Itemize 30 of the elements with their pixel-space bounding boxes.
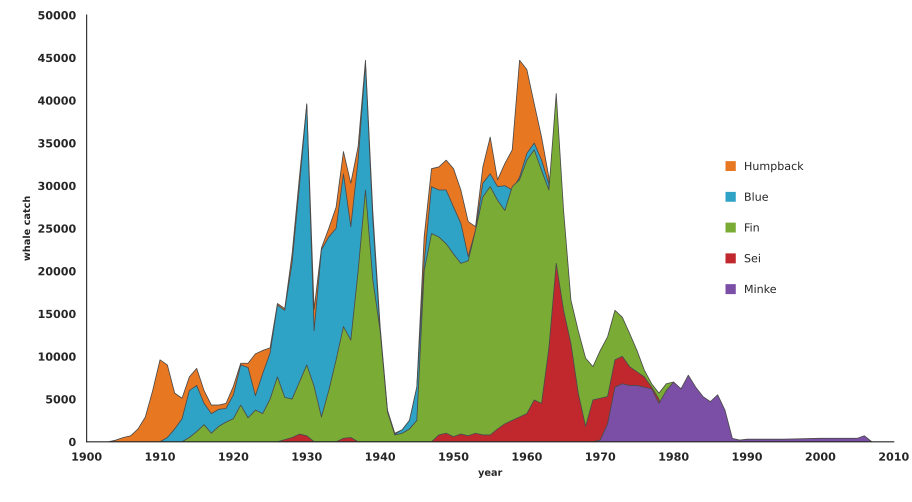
x-tick-label: 1990	[732, 452, 762, 461]
legend-label: Sei	[744, 254, 760, 262]
x-tick-label: 1980	[659, 452, 689, 461]
x-tick-label: 1970	[586, 452, 616, 461]
y-tick-label: 20000	[38, 267, 76, 276]
y-tick-label: 30000	[38, 182, 76, 190]
y-tick-label: 40000	[38, 96, 76, 105]
legend-label: Blue	[745, 192, 768, 201]
x-tick-label: 1920	[219, 452, 248, 461]
y-tick-label: 15000	[38, 310, 76, 318]
x-tick-label: 2010	[879, 452, 909, 461]
x-tick-label: 1900	[72, 452, 102, 461]
y-tick-label: 50000	[38, 11, 76, 20]
x-tick-label: 2000	[806, 452, 836, 461]
y-axis-title: whale catch	[22, 196, 30, 261]
y-tick-label: 10000	[38, 352, 76, 361]
x-tick-label: 1940	[366, 452, 396, 461]
x-tick-label: 1930	[292, 452, 322, 461]
legend-label: Fin	[745, 223, 759, 232]
y-tick-label: 35000	[38, 139, 76, 148]
y-tick-label: 45000	[38, 54, 76, 62]
y-tick-label: 5000	[46, 395, 76, 404]
legend-label: Minke	[745, 284, 776, 294]
legend-label: Humpback	[745, 162, 804, 172]
x-tick-label: 1960	[512, 452, 542, 461]
x-tick-label: 1950	[439, 452, 468, 461]
x-tick-label: 1910	[146, 452, 175, 461]
y-tick-label: 25000	[38, 224, 76, 233]
x-axis-title: year	[478, 470, 502, 478]
y-tick-label: 0	[69, 438, 76, 446]
